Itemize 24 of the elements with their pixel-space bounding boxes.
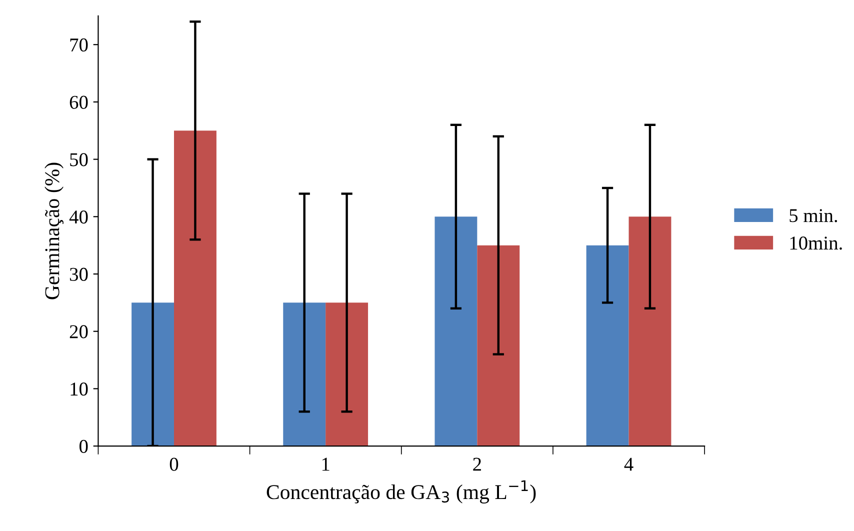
y-tick-label: 40 (69, 210, 88, 224)
y-axis-title: Germinação (%) (44, 162, 64, 300)
y-tick-label: 0 (80, 440, 88, 453)
y-tick-label: 50 (70, 153, 88, 166)
x-tick-label: 4 (624, 458, 634, 471)
x-tick-label: 2 (473, 458, 481, 471)
bar (586, 245, 629, 446)
bar (132, 302, 174, 446)
bar (283, 302, 326, 446)
bar (477, 245, 520, 446)
bar (326, 302, 368, 446)
y-tick-label: 10 (70, 382, 88, 396)
bar (434, 216, 478, 446)
y-tick-label: 30 (70, 268, 88, 281)
y-tick-label: 60 (70, 96, 88, 109)
bar (628, 216, 672, 446)
x-tick-label: 0 (170, 458, 178, 471)
bar (174, 130, 216, 446)
legend-label: 5 min. (790, 209, 838, 222)
y-tick-label: 20 (70, 325, 88, 338)
x-tick-label: 1 (322, 458, 330, 471)
y-tick-label: 70 (70, 38, 88, 52)
legend-label: 10min. (790, 236, 842, 250)
x-axis-title: Concentração de GA$_{3}$ (mg L$^{−1}$) (266, 480, 536, 504)
